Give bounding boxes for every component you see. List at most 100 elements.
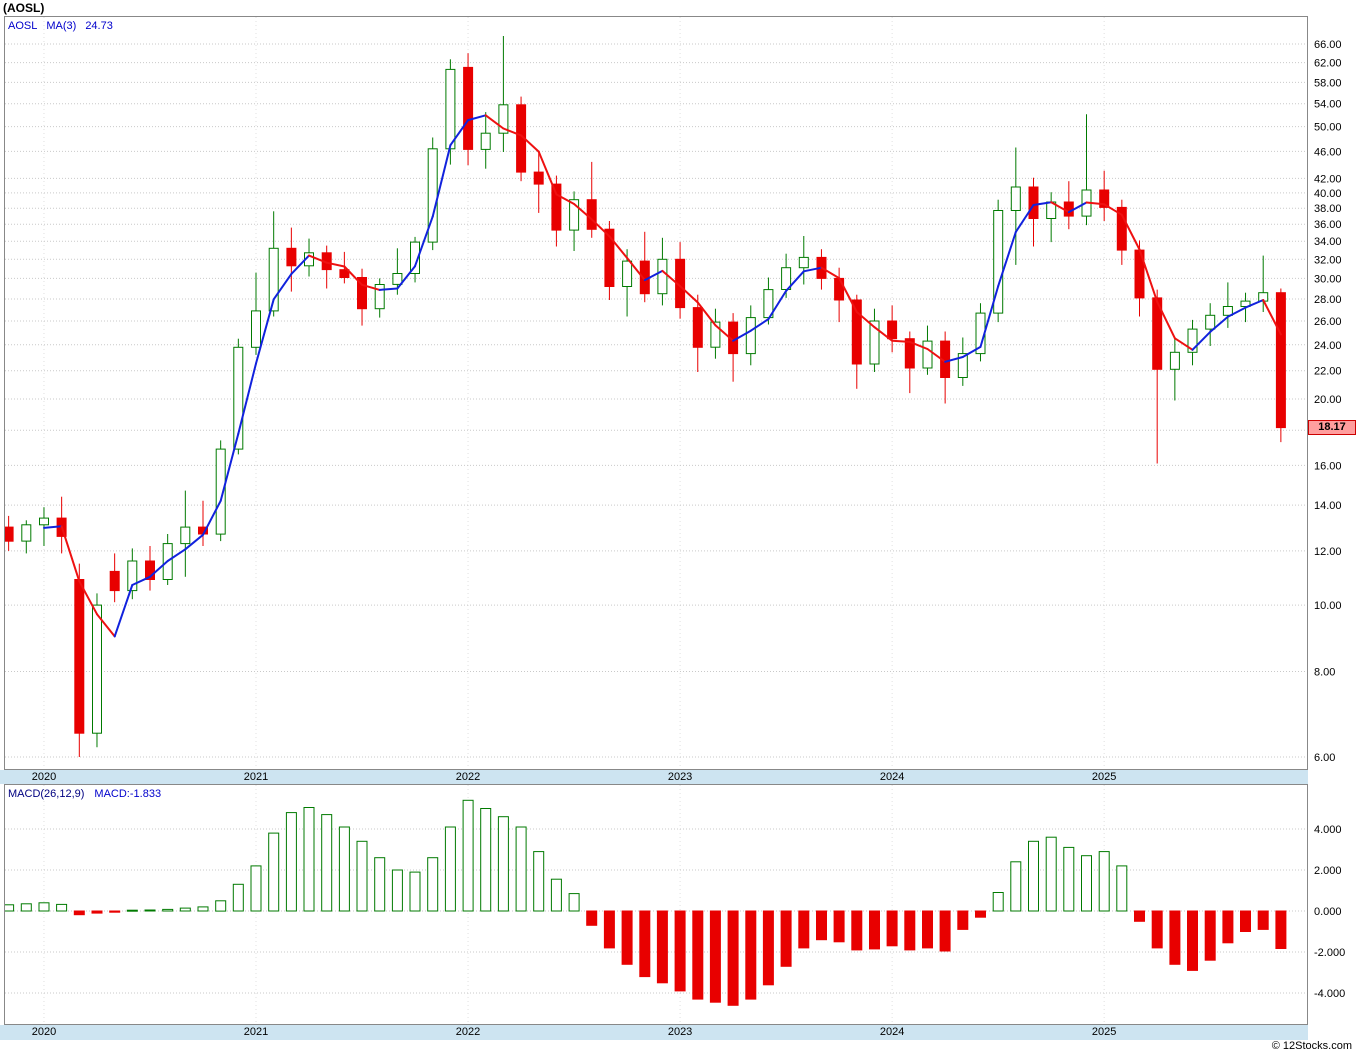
- macd-bar: [232, 883, 244, 912]
- macd-bar: [568, 893, 580, 912]
- year-label: 2022: [455, 771, 481, 783]
- price-axis-label: 38.00: [1314, 203, 1342, 215]
- price-axis-label: 50.00: [1314, 122, 1342, 134]
- macd-bar: [4, 904, 15, 912]
- macd-bar: [922, 910, 933, 949]
- ma-line-segment: [573, 203, 593, 221]
- legend-ma-label: MA(3): [46, 20, 77, 32]
- macd-bar: [586, 910, 598, 926]
- ma-line-segment: [891, 339, 911, 343]
- macd-bar: [1010, 861, 1022, 912]
- macd-bar: [497, 816, 509, 912]
- ma-line-segment: [325, 261, 346, 268]
- year-label: 2025: [1091, 1026, 1117, 1038]
- candle-body: [463, 66, 474, 150]
- ma-line-segment: [149, 560, 169, 578]
- x-axis-years-bottom: 2020 2021 2022 2023 2024 2025: [0, 1025, 1308, 1040]
- macd-bar: [656, 910, 668, 984]
- candle-body: [1028, 186, 1039, 219]
- ma-line-segment: [1067, 201, 1088, 214]
- candle-body: [710, 321, 721, 348]
- ma-line-segment: [361, 283, 381, 291]
- macd-bar: [109, 910, 121, 913]
- macd-bar: [91, 910, 103, 914]
- candle-body: [1187, 328, 1198, 353]
- price-axis-label: 58.00: [1314, 77, 1342, 89]
- candle-body: [1010, 186, 1021, 211]
- macd-bar: [709, 910, 721, 1003]
- candle-body: [993, 210, 1004, 314]
- ma-line-segment: [749, 318, 770, 332]
- ma-line-segment: [431, 144, 452, 218]
- candle-body: [109, 570, 120, 592]
- ma-line-segment: [820, 266, 841, 280]
- candle-body: [339, 269, 350, 278]
- ma-line-segment: [78, 580, 98, 616]
- candle-body: [533, 171, 544, 185]
- ma-line-segment: [237, 362, 257, 435]
- price-axis-label: 26.00: [1314, 316, 1342, 328]
- macd-bar: [162, 908, 174, 912]
- candle-body: [1275, 292, 1286, 429]
- price-axis-label: 32.00: [1314, 254, 1342, 266]
- macd-bar: [56, 903, 68, 912]
- ma-line-segment: [60, 525, 81, 583]
- ma-line-segment: [1173, 337, 1194, 351]
- macd-bar: [886, 910, 898, 947]
- macd-bar: [550, 878, 562, 912]
- price-panel-border: [4, 16, 1308, 770]
- price-axis-label: 30.00: [1314, 273, 1342, 285]
- price-axis-label: 42.00: [1314, 173, 1342, 185]
- macd-bar: [480, 808, 492, 912]
- year-label: 2023: [667, 1026, 693, 1038]
- candle-body: [604, 228, 615, 287]
- ma-line-segment: [1032, 201, 1053, 206]
- macd-legend-indicator: MACD(26,12,9): [8, 788, 85, 800]
- ma-line-segment: [785, 270, 805, 292]
- year-label: 2020: [31, 771, 57, 783]
- candle-body: [251, 310, 261, 348]
- year-label: 2022: [455, 1026, 481, 1038]
- candle-body: [145, 560, 155, 580]
- candle-body: [745, 317, 756, 355]
- ma-line-segment: [290, 254, 310, 275]
- ma-line-segment: [449, 119, 470, 147]
- macd-bar: [833, 910, 845, 943]
- macd-panel: 4.000 2.000 0.000 -2.000 -4.000: [4, 784, 1345, 1025]
- copyright[interactable]: © 12Stocks.com: [1271, 1040, 1352, 1052]
- year-label: 2021: [243, 771, 269, 783]
- macd-bar: [20, 903, 32, 912]
- x-axis-years-top: 2020 2021 2022 2023 2024 2025: [0, 770, 1308, 784]
- candle-body: [127, 560, 138, 592]
- ma-line-segment: [1138, 248, 1159, 303]
- candle-body: [357, 277, 367, 310]
- macd-axis-label: 2.000: [1314, 865, 1342, 877]
- macd-bar: [1187, 910, 1198, 971]
- candle-body: [869, 320, 880, 365]
- price-axis-label: 10.00: [1314, 600, 1342, 612]
- macd-bar: [603, 910, 615, 949]
- candle-body: [1116, 206, 1127, 251]
- macd-bar: [727, 910, 739, 1006]
- macd-bar: [692, 910, 704, 1000]
- ma-line-segment: [855, 311, 876, 329]
- candle-body: [957, 353, 968, 379]
- macd-bar: [179, 907, 191, 912]
- ma-line-segment: [944, 356, 964, 363]
- macd-bar: [356, 840, 368, 912]
- ma-line-segment: [520, 134, 540, 153]
- price-axis-label: 14.00: [1314, 500, 1342, 512]
- candle-body: [569, 199, 580, 231]
- candle-body: [21, 524, 32, 542]
- candle-body: [1063, 201, 1074, 217]
- candle-body: [922, 340, 933, 369]
- ma-line-segment: [997, 231, 1017, 288]
- candle-body: [374, 284, 385, 310]
- macd-legend-value: MACD:-1.833: [94, 788, 162, 800]
- candle-body: [268, 247, 279, 312]
- price-axis-label: 34.00: [1314, 236, 1342, 248]
- macd-bar: [1116, 865, 1128, 912]
- ma-line-segment: [1120, 213, 1141, 251]
- macd-bar: [869, 910, 880, 950]
